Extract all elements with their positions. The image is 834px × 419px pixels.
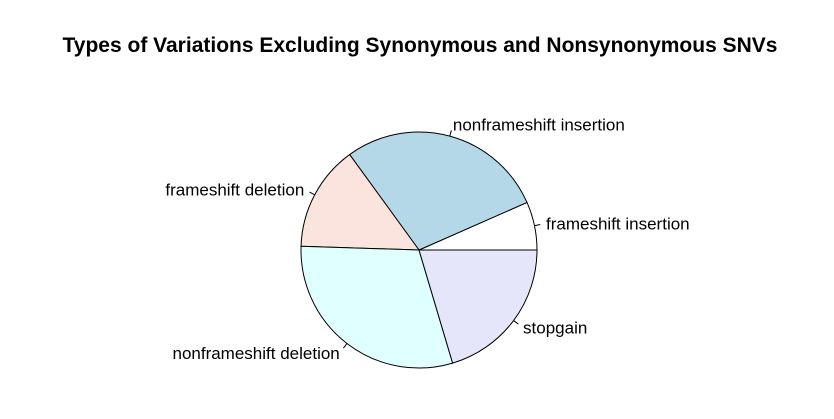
leader-line-frameshift-insertion [534, 224, 541, 227]
chart-title: Types of Variations Excluding Synonymous… [63, 34, 778, 57]
slice-label-nonframeshift-insertion: nonframeshift insertion [453, 116, 625, 135]
leader-line-stopgain [513, 320, 519, 325]
leader-line-nonframeshift-deletion [342, 343, 348, 349]
pie-labels: frameshift insertion nonframeshift insert… [165, 116, 689, 363]
leader-line-nonframeshift-insertion [449, 130, 452, 137]
pie-slice-nonframeshift-deletion [300, 245, 454, 369]
pie-leader-lines [309, 130, 541, 349]
slice-label-frameshift-insertion: frameshift insertion [546, 214, 690, 233]
pie-slice-frameshift-deletion [300, 153, 421, 251]
pie-slice-stopgain [418, 249, 538, 364]
slice-label-frameshift-deletion: frameshift deletion [165, 180, 304, 199]
pie-slice-nonframeshift-insertion [348, 131, 528, 251]
pie-slices [300, 131, 538, 369]
leader-line-frameshift-deletion [309, 191, 315, 196]
slice-label-stopgain: stopgain [523, 319, 587, 338]
slice-label-nonframeshift-deletion: nonframeshift deletion [172, 344, 339, 363]
